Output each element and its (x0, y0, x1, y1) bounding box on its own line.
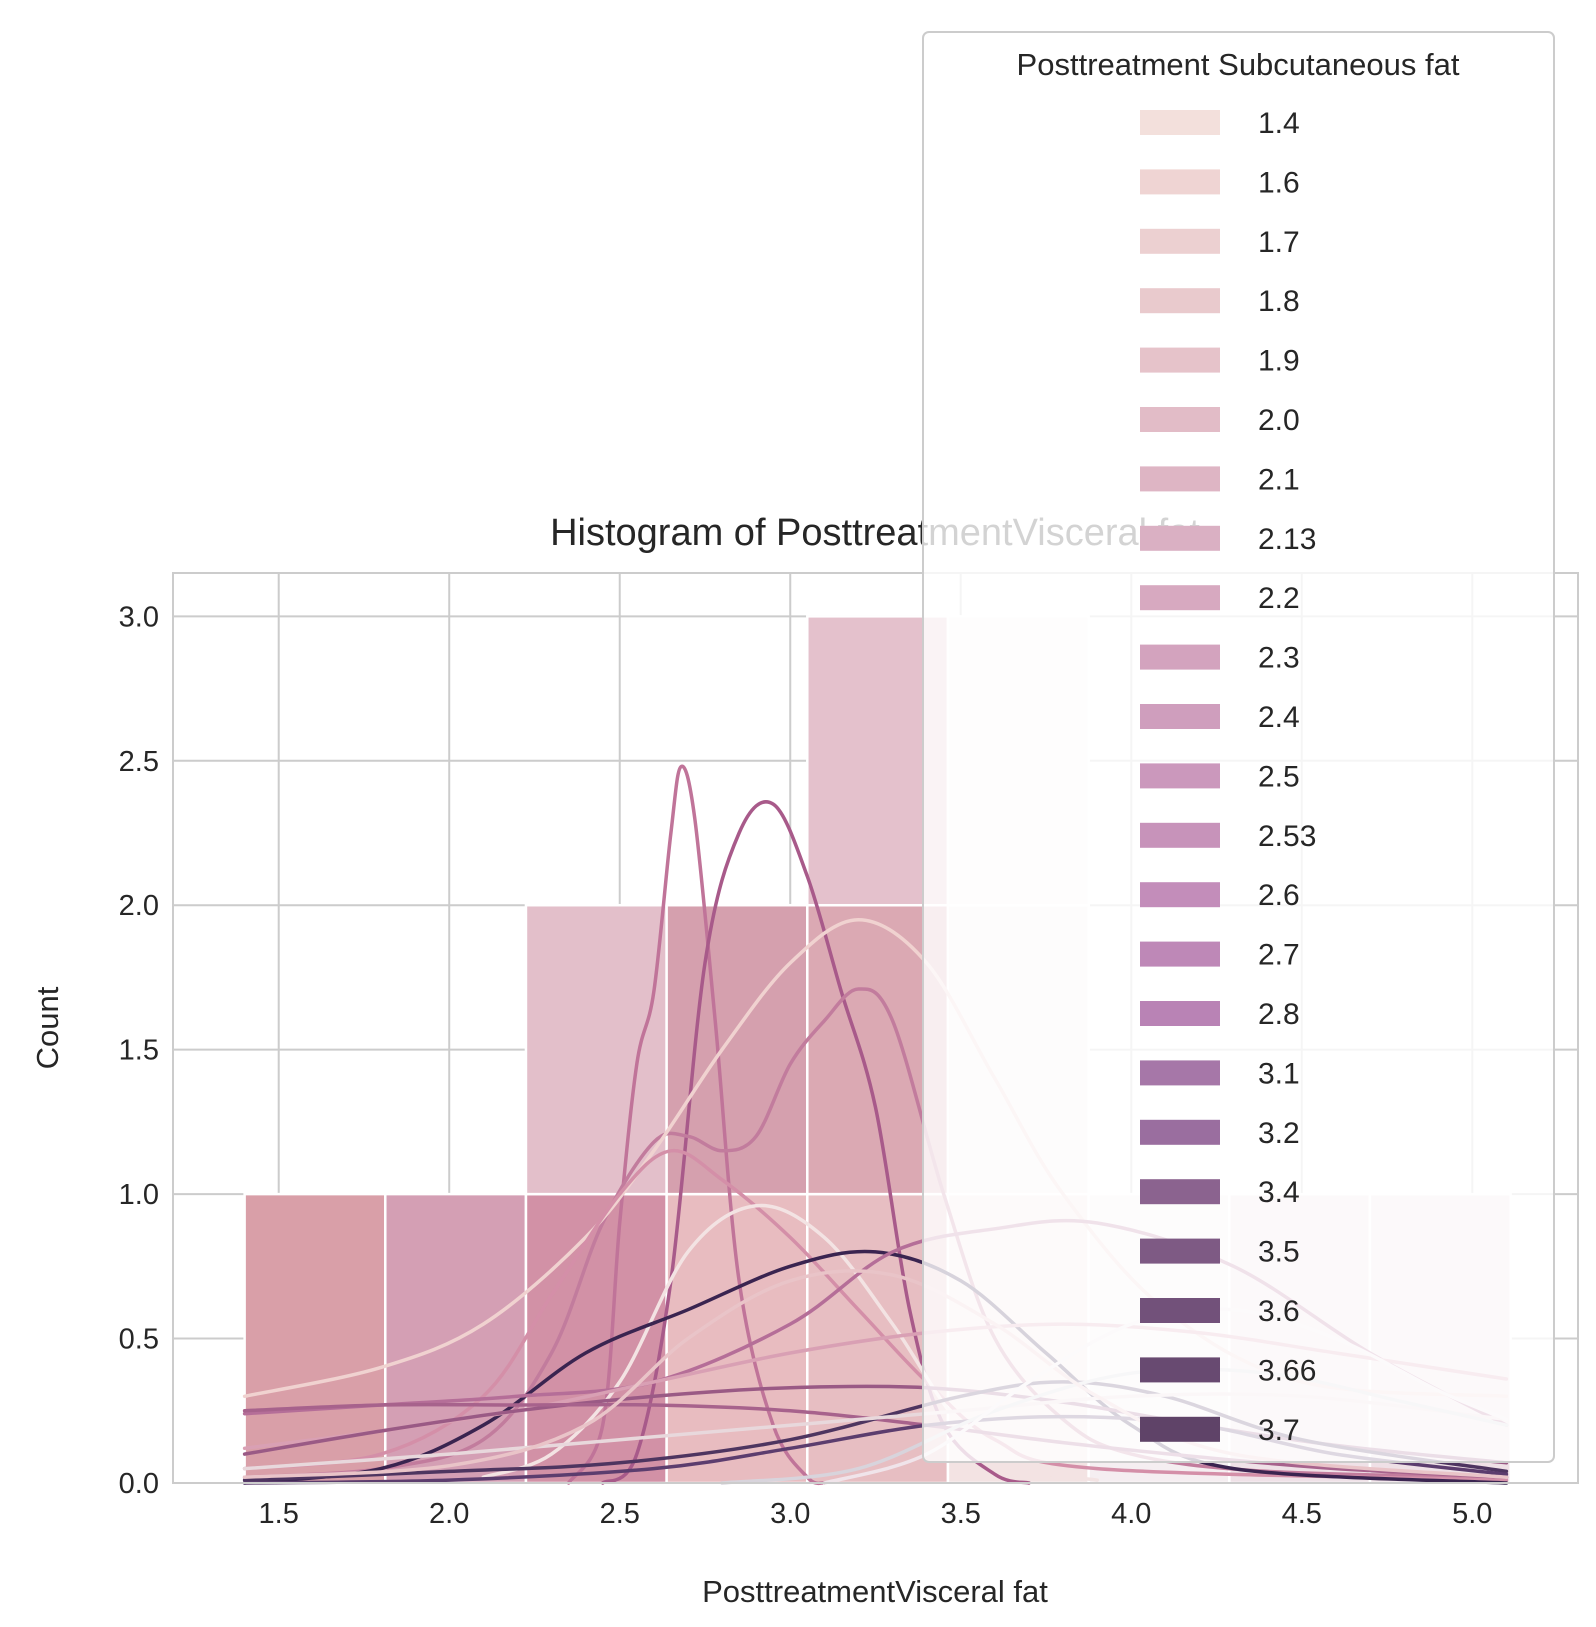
x-tick-label-5: 4.0 (1111, 1498, 1151, 1530)
bar-bin-2-segment-1 (524, 903, 668, 1196)
legend-label-6: 2.1 (1258, 463, 1300, 496)
y-tick-label-1: 0.5 (119, 1324, 159, 1356)
x-tick-label-3: 3.0 (770, 1498, 810, 1530)
legend-swatch-7 (1140, 525, 1220, 551)
legend-label-21: 3.66 (1258, 1354, 1316, 1387)
legend-label-22: 3.7 (1258, 1414, 1300, 1447)
legend-swatch-12 (1140, 822, 1220, 848)
legend-swatch-14 (1140, 941, 1220, 967)
legend-swatch-16 (1140, 1060, 1220, 1086)
legend-label-8: 2.2 (1258, 582, 1300, 615)
x-tick-label-2: 2.5 (600, 1498, 640, 1530)
legend-swatch-5 (1140, 407, 1220, 432)
legend-swatch-10 (1140, 704, 1220, 729)
x-tick-label-4: 3.5 (941, 1498, 981, 1530)
legend-swatch-4 (1140, 347, 1220, 373)
legend-swatch-13 (1140, 882, 1220, 908)
y-tick-label-5: 2.5 (119, 746, 159, 778)
legend-label-11: 2.5 (1258, 760, 1300, 793)
legend-label-13: 2.6 (1258, 879, 1300, 912)
x-tick-label-6: 4.5 (1282, 1498, 1322, 1530)
legend-swatch-1 (1140, 169, 1220, 195)
legend-label-4: 1.9 (1258, 345, 1300, 378)
legend-label-5: 2.0 (1258, 404, 1300, 437)
legend-label-17: 3.2 (1258, 1117, 1300, 1150)
legend-entries: 1.4 1.6 1.7 1.8 1.9 2.0 2.1 2.13 2.2 2.3 2.4 2.5 2.5… (1140, 107, 1316, 1447)
legend-swatch-6 (1140, 466, 1220, 492)
legend-label-7: 2.13 (1258, 523, 1316, 556)
kde-curve-4 (242, 1149, 1509, 1482)
legend-swatch-21 (1140, 1357, 1220, 1383)
y-tick-label-4: 2.0 (119, 890, 159, 922)
legend-swatch-8 (1140, 585, 1220, 611)
legend-swatch-2 (1140, 228, 1220, 254)
legend-label-2: 1.7 (1258, 226, 1300, 259)
x-tick-label-0: 1.5 (259, 1498, 299, 1530)
y-tick-label-0: 0.0 (119, 1468, 159, 1500)
legend-frame (922, 31, 1555, 1463)
legend-swatch-18 (1140, 1179, 1220, 1205)
legend-swatch-17 (1140, 1119, 1220, 1145)
legend-swatch-11 (1140, 763, 1220, 789)
legend-label-10: 2.4 (1258, 701, 1300, 734)
legend-label-16: 3.1 (1258, 1057, 1300, 1090)
y-axis-label: Count (30, 986, 65, 1069)
y-tick-label-2: 1.0 (119, 1179, 159, 1211)
y-tick-label-3: 1.5 (119, 1035, 159, 1067)
legend-label-0: 1.4 (1258, 107, 1300, 140)
y-axis-ticks: 0.0 0.5 1.0 1.5 2.0 2.5 3.0 (119, 601, 159, 1500)
y-tick-label-6: 3.0 (119, 601, 159, 633)
bar-bin-3-segment-1 (665, 903, 809, 1196)
x-axis-ticks: 1.5 2.0 2.5 3.0 3.5 4.0 4.5 5.0 (259, 1498, 1493, 1530)
legend: Posttreatment Subcutaneous fat 1.4 1.6 1.7… (922, 31, 1555, 1463)
legend-label-14: 2.7 (1258, 939, 1300, 972)
legend-label-1: 1.6 (1258, 166, 1300, 199)
legend-label-18: 3.4 (1258, 1176, 1300, 1209)
kde-curve-0 (566, 764, 827, 1486)
legend-label-3: 1.8 (1258, 285, 1300, 318)
legend-swatch-22 (1140, 1416, 1220, 1442)
plot-frame (172, 572, 1579, 1484)
legend-swatch-9 (1140, 644, 1220, 670)
legend-label-15: 2.8 (1258, 998, 1300, 1031)
legend-swatch-0 (1140, 110, 1220, 135)
legend-swatch-3 (1140, 288, 1220, 314)
legend-label-9: 2.3 (1258, 642, 1300, 675)
legend-swatch-15 (1140, 1001, 1220, 1026)
legend-label-12: 2.53 (1258, 820, 1316, 853)
legend-label-20: 3.6 (1258, 1295, 1300, 1328)
legend-title: Posttreatment Subcutaneous fat (1017, 47, 1460, 82)
legend-swatch-19 (1140, 1238, 1220, 1264)
x-tick-label-1: 2.0 (429, 1498, 469, 1530)
x-axis-label: PosttreatmentVisceral fat (702, 1574, 1048, 1609)
legend-swatch-20 (1140, 1298, 1220, 1323)
legend-label-19: 3.5 (1258, 1236, 1300, 1269)
x-tick-label-7: 5.0 (1452, 1498, 1492, 1530)
